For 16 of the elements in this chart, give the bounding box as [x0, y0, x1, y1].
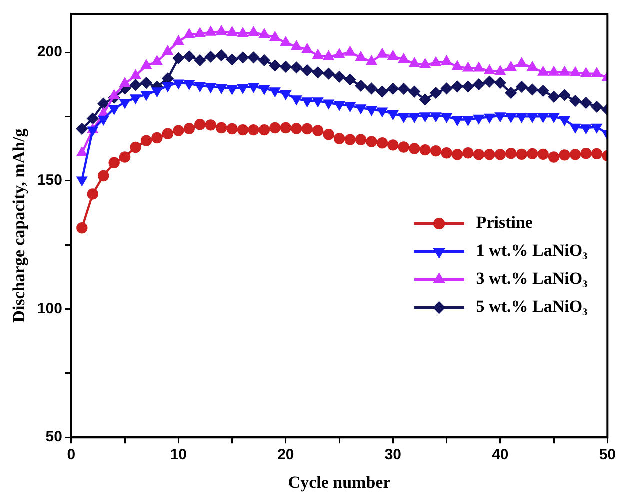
x-tick-label: 50: [599, 446, 616, 464]
y-tick-label: 150: [37, 172, 62, 190]
x-tick-label: 20: [278, 446, 294, 464]
legend-label: 1 wt.% LaNiO₃: [476, 241, 588, 260]
x-tick-label: 40: [492, 446, 509, 464]
x-tick-label: 30: [384, 446, 402, 464]
y-tick-label: 50: [46, 428, 62, 446]
y-axis-title: Discharge capacity, mAh/g: [10, 128, 29, 323]
x-axis-title: Cycle number: [288, 473, 392, 492]
legend-label: 3 wt.% LaNiO₃: [476, 269, 588, 288]
x-tick-label: 0: [67, 446, 76, 464]
legend-label: 5 wt.% LaNiO₃: [476, 297, 588, 316]
y-tick-label: 100: [37, 300, 62, 318]
legend-label: Pristine: [476, 213, 534, 232]
x-tick-label: 10: [170, 446, 188, 464]
y-tick-label: 200: [37, 44, 62, 61]
